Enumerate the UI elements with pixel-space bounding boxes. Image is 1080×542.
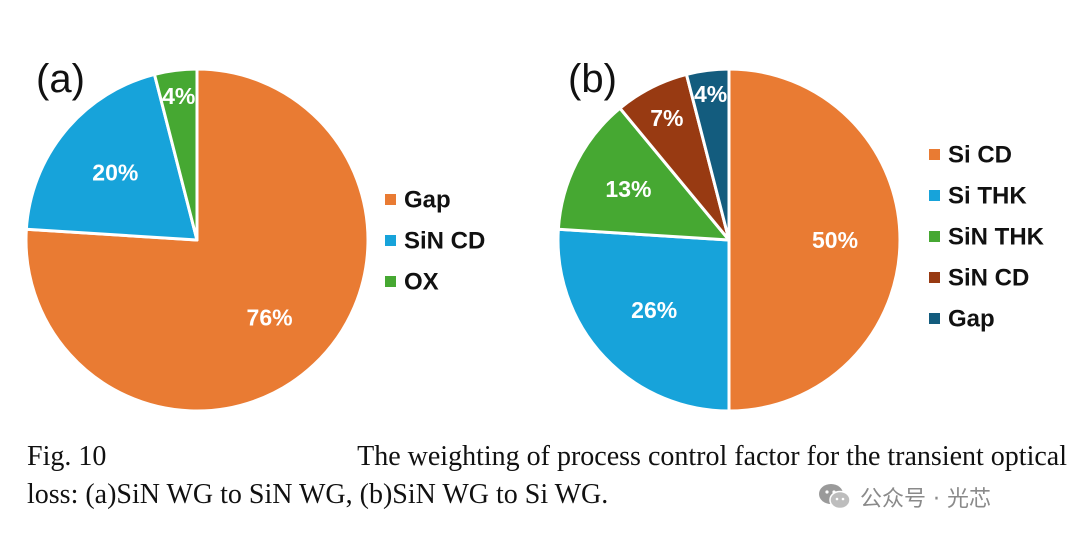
- pie-a-label-ox: 4%: [162, 83, 195, 109]
- legend-b-label-si-thk: Si THK: [948, 183, 1027, 210]
- legend-a: Gap SiN CD OX: [385, 187, 485, 296]
- pie-a-slice-ox: [152, 67, 199, 242]
- pie-b-label-si-cd: 50%: [812, 227, 858, 253]
- legend-b-label-sin-thk: SiN THK: [948, 224, 1045, 251]
- caption-fig-number: Fig. 10: [27, 441, 107, 472]
- pie-b-label-sin-thk: 13%: [605, 176, 651, 202]
- pie-a-slices: [24, 67, 370, 413]
- pie-a-label-gap: 76%: [247, 304, 293, 330]
- legend-a-swatch-gap: [385, 194, 396, 205]
- panel-label-a: (a): [36, 57, 85, 101]
- legend-b-label-si-cd: Si CD: [948, 142, 1012, 169]
- panel-label-b: (b): [568, 57, 617, 101]
- legend-b-swatch-gap: [929, 313, 940, 324]
- pie-b-slice-sin-thk: [556, 106, 731, 242]
- pie-b-slices: [556, 67, 902, 413]
- legend-a-label-gap: Gap: [404, 187, 451, 214]
- pie-b-slice-si-thk: [556, 227, 731, 413]
- legend-b-swatch-sin-cd: [929, 272, 940, 283]
- caption-line-2: loss: (a)SiN WG to SiN WG, (b)SiN WG to …: [27, 479, 609, 510]
- legend-b-swatch-sin-thk: [929, 231, 940, 242]
- legend-b-swatch-si-thk: [929, 190, 940, 201]
- wechat-icon: [819, 484, 851, 510]
- pie-chart-a: (a) 76% 20% 4% Gap SiN CD OX: [24, 57, 485, 413]
- legend-b: Si CD Si THK SiN THK SiN CD Gap: [929, 142, 1045, 333]
- legend-a-label-sin-cd: SiN CD: [404, 228, 485, 255]
- pie-b-label-gap: 4%: [694, 81, 727, 107]
- figure-caption: Fig. 10 The weighting of process control…: [27, 438, 1067, 514]
- pie-a-slice-labels: 76% 20% 4%: [92, 83, 292, 330]
- pie-a-slice-sin-cd: [24, 72, 199, 242]
- figure-charts: (a) 76% 20% 4% Gap SiN CD OX (b) 50% 26% 13% 7%…: [24, 57, 1045, 413]
- legend-a-label-ox: OX: [404, 269, 439, 296]
- pie-b-slice-gap: [684, 67, 731, 242]
- pie-chart-b: (b) 50% 26% 13% 7% 4% Si CD Si THK SiN THK SiN …: [556, 57, 1045, 413]
- pie-b-slice-si-cd: [727, 67, 902, 413]
- pie-a-label-sin-cd: 20%: [92, 159, 138, 185]
- caption-line1-text: The weighting of process control factor …: [357, 441, 1067, 472]
- legend-b-swatch-si-cd: [929, 149, 940, 160]
- legend-a-swatch-sin-cd: [385, 235, 396, 246]
- caption-line-1: Fig. 10 The weighting of process control…: [27, 438, 1067, 476]
- legend-a-swatch-ox: [385, 276, 396, 287]
- watermark: 公众号 · 光芯: [818, 481, 991, 513]
- pie-b-slice-labels: 50% 26% 13% 7% 4%: [605, 81, 858, 323]
- pie-a-slice-gap: [24, 67, 370, 413]
- legend-b-label-gap: Gap: [948, 306, 995, 333]
- pie-b-label-sin-cd: 7%: [650, 105, 683, 131]
- pie-b-label-si-thk: 26%: [631, 297, 677, 323]
- watermark-text: 公众号 · 光芯: [860, 487, 991, 512]
- legend-b-label-sin-cd: SiN CD: [948, 265, 1029, 292]
